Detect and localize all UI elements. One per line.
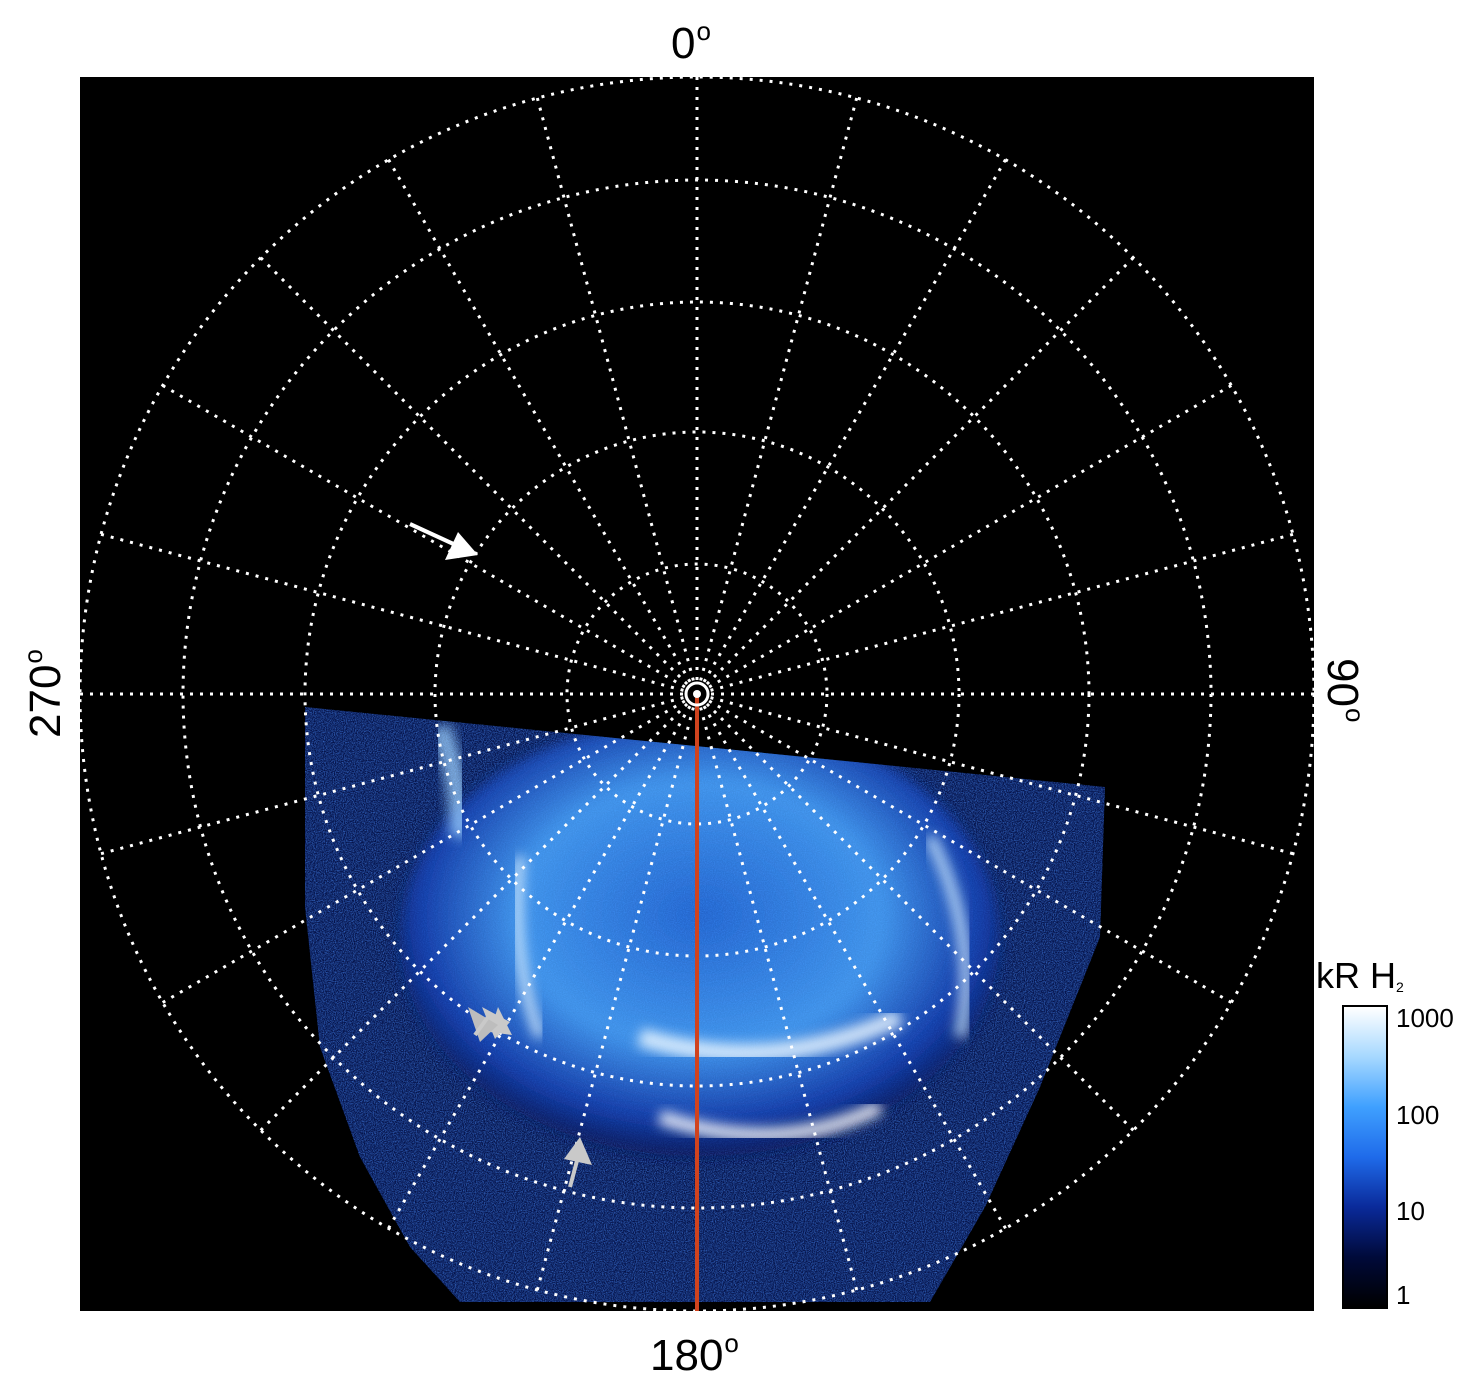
longitude-line	[100, 696, 684, 856]
longitude-line	[100, 532, 684, 692]
longitude-line	[535, 707, 695, 1291]
longitude-label-180: 180o	[650, 1328, 739, 1380]
colorbar-title: kR H2	[1316, 955, 1404, 996]
colorbar-tick-label: 10	[1396, 1196, 1425, 1226]
longitude-line	[535, 97, 695, 681]
longitude-line	[708, 384, 1233, 689]
longitude-line	[699, 707, 859, 1291]
white-arrow-icon	[409, 522, 478, 560]
colorbar-tick-label: 100	[1396, 1100, 1440, 1130]
colorbar	[1342, 1005, 1388, 1309]
longitude-line	[699, 97, 859, 681]
longitude-line	[708, 699, 1233, 1004]
longitude-line	[710, 696, 1294, 856]
longitude-line	[705, 702, 1135, 1132]
longitude-label-90: 90o	[1318, 658, 1370, 723]
aurora-polar-map	[78, 75, 1316, 1313]
longitude-line	[161, 699, 686, 1004]
polar-grid	[78, 75, 1316, 1313]
longitude-label-0: 0o	[671, 16, 711, 68]
gray-arrow-icon	[564, 1137, 592, 1188]
colorbar-tick-label: 1	[1396, 1280, 1411, 1310]
polar-projection-panel	[78, 75, 1316, 1313]
longitude-line	[161, 384, 686, 689]
latitude-circle	[565, 562, 829, 826]
gray-arrow-icon	[468, 1007, 512, 1042]
pole-center-dot	[693, 690, 701, 698]
longitude-line	[702, 705, 1007, 1230]
longitude-line	[387, 705, 692, 1230]
longitude-line	[387, 158, 692, 683]
longitude-label-270: 270o	[18, 649, 70, 738]
colorbar-tick-label: 1000	[1396, 1003, 1454, 1033]
longitude-line	[259, 702, 689, 1132]
longitude-line	[259, 256, 689, 686]
aurora-emission-region	[305, 707, 1105, 1302]
longitude-line	[710, 532, 1294, 692]
pole-marker-icon	[684, 681, 710, 707]
longitude-line	[702, 158, 1007, 683]
longitude-line	[705, 256, 1135, 686]
latitude-circle	[303, 300, 1091, 1088]
